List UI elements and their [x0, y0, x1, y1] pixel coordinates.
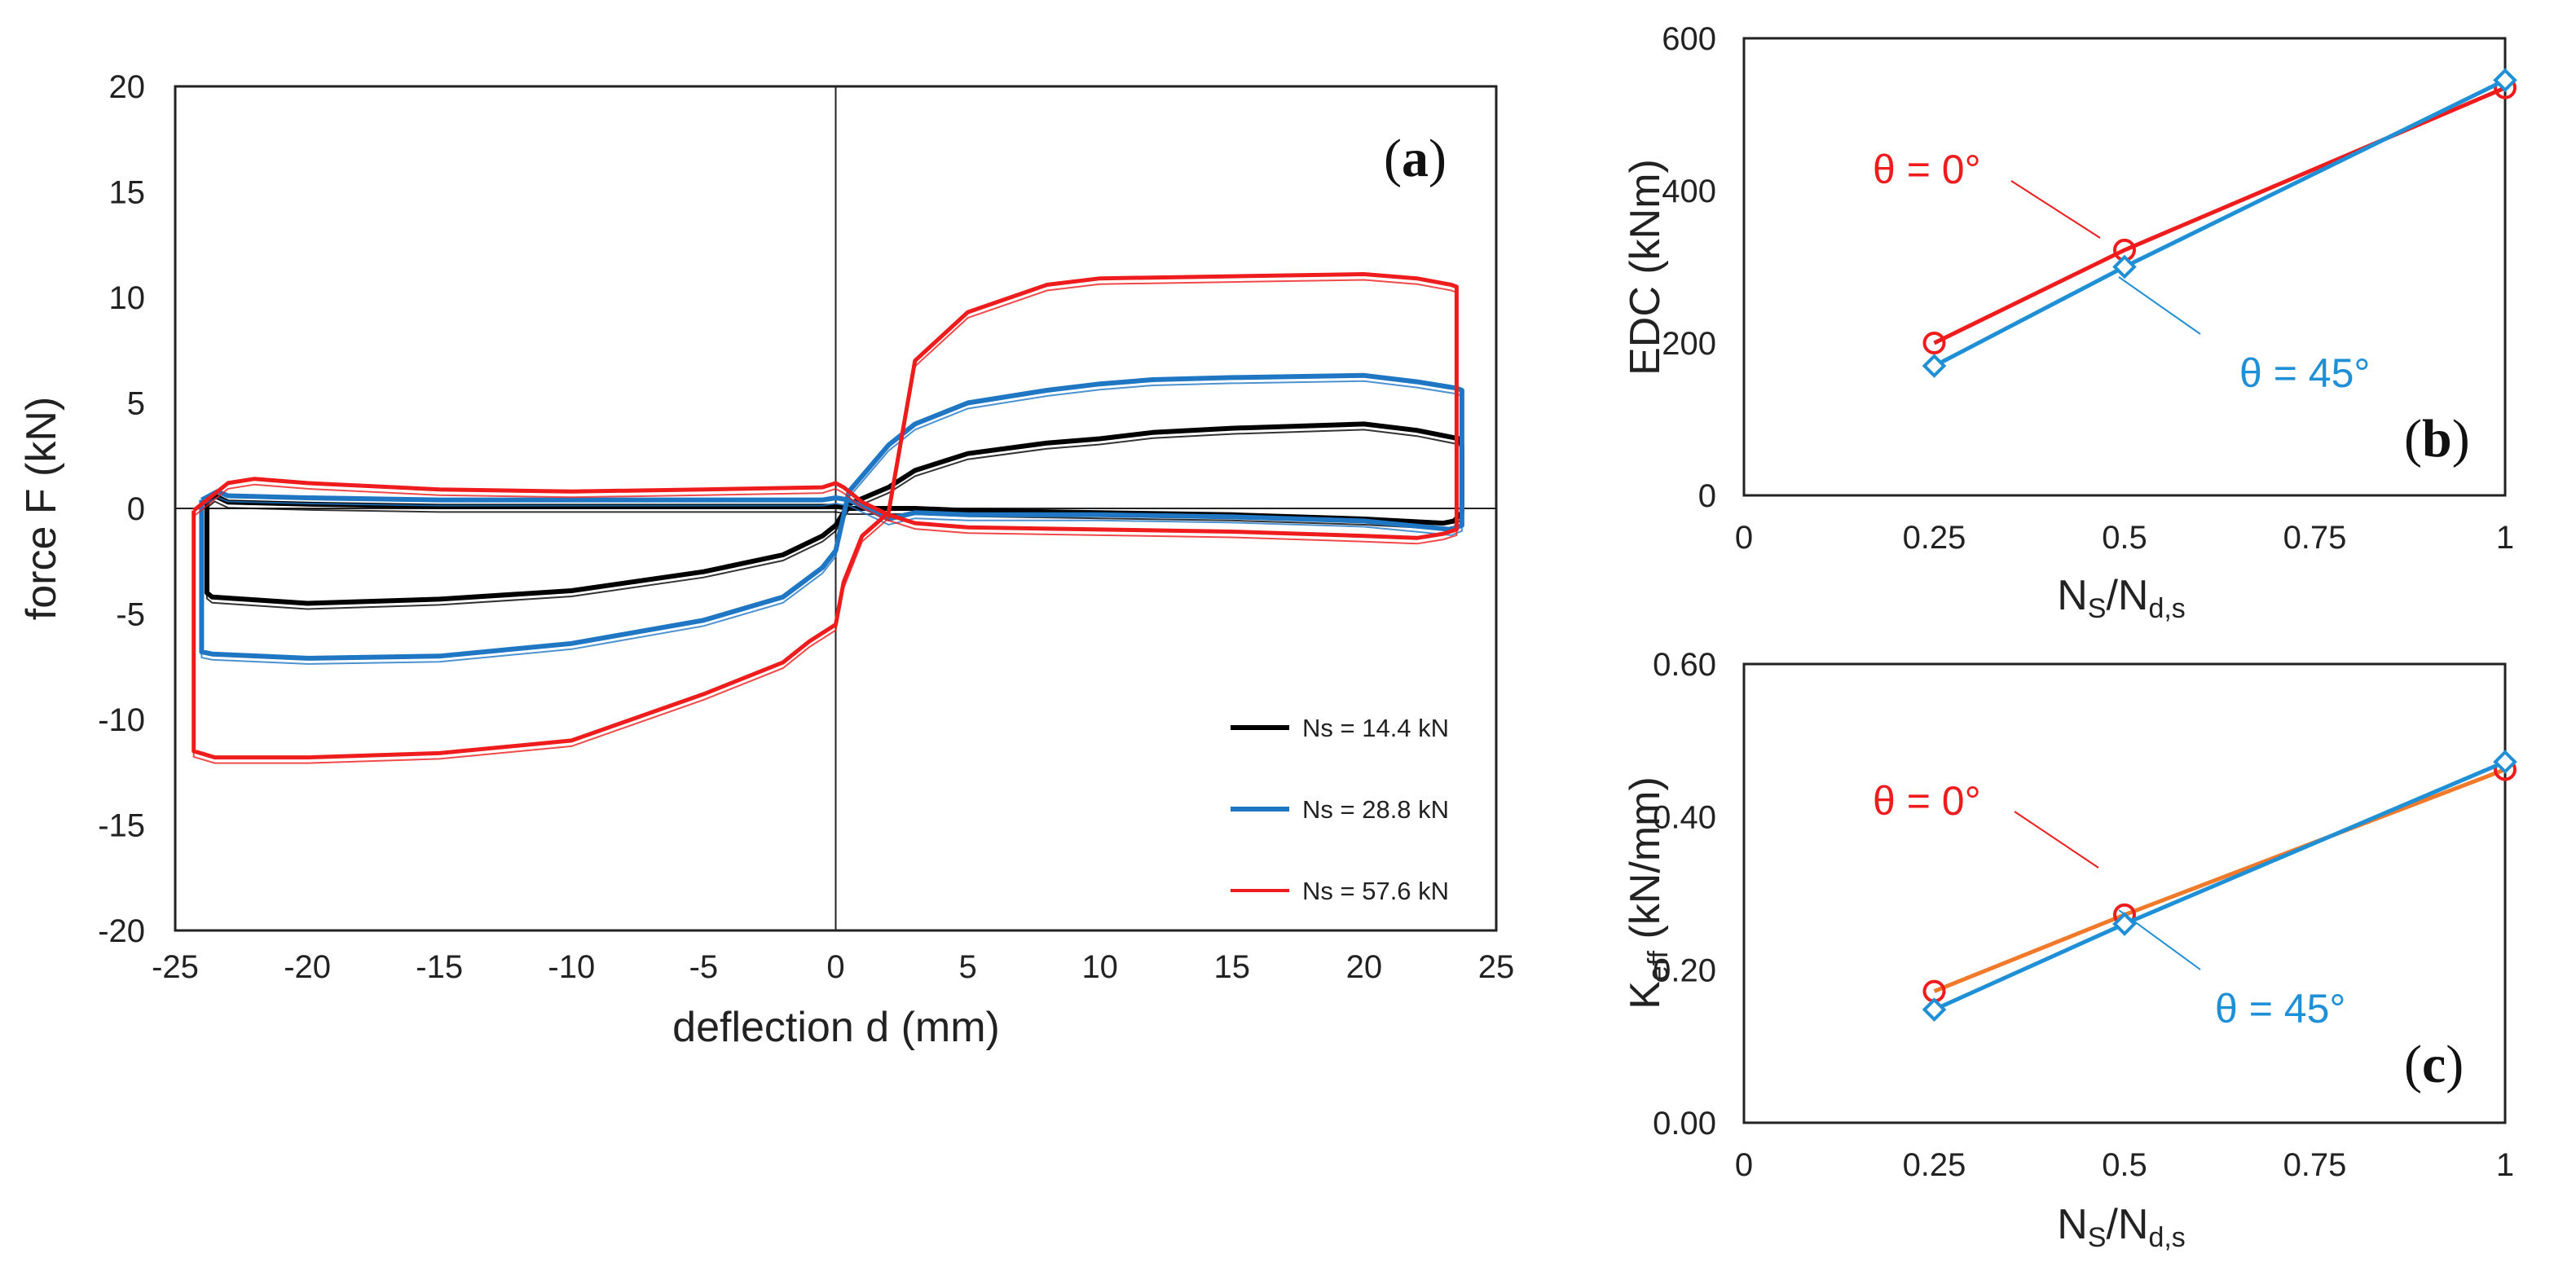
panel-a-x-tick-label: 25 [1478, 949, 1515, 985]
panel-b-x-tick-label: 0 [1735, 520, 1753, 556]
panel-a-hysteresis-chart: -25 -20 -15 -10 -5 0 5 10 15 20 25 20151050-5-10-1… [18, 69, 1514, 1051]
panel-a-y-tick-label: 0 [127, 491, 145, 527]
panel-c-series-line-0 [1933, 768, 2506, 993]
panel-c-y-axis-label: Keff (kN/mm) [1622, 776, 1674, 1009]
panel-c-keff-chart: 0 0.25 0.5 0.75 1 0.60 0.40 0.20 0.00 Keff (kN/… [1622, 647, 2517, 1253]
panel-c-annotation-leader-theta0 [2014, 811, 2099, 869]
panel-a-x-tick-label: -15 [416, 949, 463, 985]
panel-a-y-tick-label: -20 [98, 913, 145, 949]
panel-c-annotation-leader-theta45 [2118, 909, 2201, 970]
panel-a-x-tick-label: -25 [152, 949, 199, 985]
panel-a-x-tick-label: 15 [1214, 949, 1251, 985]
panel-a-x-tick-labels: -25 -20 -15 -10 -5 0 5 10 15 20 25 [152, 949, 1514, 985]
panel-a-label: (a) [1384, 129, 1447, 188]
panel-a-legend: Ns = 14.4 kN Ns = 28.8 kN Ns = 57.6 kN [1231, 714, 1449, 905]
panel-c-series-line-1 [1933, 759, 2506, 1012]
panel-c-y-tick-label: 0.40 [1653, 800, 1716, 836]
panel-a-series-line-1 [199, 372, 1464, 661]
panel-c-point-diamond [2112, 912, 2137, 936]
panel-c-annotation-theta0: θ = 0° [1873, 778, 1981, 824]
panel-c-y-tick-label: 0.60 [1653, 647, 1716, 683]
panel-a-series-cycle-0 [205, 429, 1463, 610]
panel-b-point-diamond [2112, 254, 2137, 279]
legend-label-ns-28: Ns = 28.8 kN [1302, 795, 1449, 824]
panel-b-label: (b) [2404, 409, 2470, 468]
legend-label-ns-14: Ns = 14.4 kN [1302, 714, 1449, 742]
panel-c-point-diamond [2493, 750, 2517, 774]
panel-b-x-tick-labels: 0 0.25 0.5 0.75 1 [1735, 520, 2514, 556]
panel-a-x-tick-label: 10 [1081, 949, 1118, 985]
panel-b-series-group [1922, 68, 2517, 378]
panel-a-y-tick-label: 5 [127, 386, 145, 422]
panel-c-x-tick-label: 0.75 [2283, 1147, 2347, 1183]
panel-a-y-tick-label: -10 [98, 702, 145, 738]
panel-a-x-tick-label: 20 [1346, 949, 1383, 985]
panel-c-annotation-theta45: θ = 45° [2215, 986, 2345, 1031]
panel-c-label: (c) [2404, 1035, 2464, 1094]
panel-a-y-tick-label: -15 [98, 808, 145, 844]
panel-c-x-axis-label: NS/Nd,s [2057, 1201, 2186, 1253]
panel-b-frame [1742, 37, 2507, 497]
panel-b-y-tick-label: 200 [1662, 326, 1716, 362]
panel-a-x-tick-label: -5 [689, 949, 719, 985]
panel-a-y-tick-label: 10 [109, 280, 146, 316]
panel-a-series-line-2 [192, 272, 1459, 760]
panel-c-y-tick-label: 0.20 [1653, 952, 1716, 988]
panel-b-y-tick-label: 400 [1662, 174, 1716, 209]
panel-b-annotation-leader-theta45 [2118, 276, 2201, 335]
panel-c-frame [1742, 662, 2507, 1124]
panel-b-annotation-leader-theta0 [2010, 180, 2101, 239]
panel-a-y-tick-label: 20 [109, 69, 146, 105]
panel-b-y-tick-label: 0 [1698, 478, 1716, 514]
panel-a-x-tick-label: -10 [548, 949, 595, 985]
legend-label-ns-57: Ns = 57.6 kN [1302, 877, 1449, 905]
panel-a-y-tick-label: 15 [109, 175, 146, 211]
panel-b-point-diamond [1922, 354, 1947, 378]
panel-a-series-line-0 [204, 421, 1464, 606]
panel-b-x-tick-label: 0.25 [1903, 520, 1966, 556]
panel-b-point-circle [1922, 332, 1946, 354]
panel-c-y-tick-labels: 0.60 0.40 0.20 0.00 [1653, 647, 1716, 1141]
panel-a-x-axis-label: deflection d (mm) [672, 1004, 1000, 1051]
panel-c-x-tick-labels: 0 0.25 0.5 0.75 1 [1735, 1147, 2514, 1183]
panel-b-edc-chart: 0 0.25 0.5 0.75 1 600 400 200 0 EDC (kNm) NS/Nd… [1622, 21, 2517, 624]
panel-c-x-tick-label: 0.5 [2102, 1147, 2147, 1183]
panel-b-y-tick-label: 600 [1662, 21, 1716, 57]
panel-a-y-tick-label: -5 [116, 597, 145, 633]
panel-b-x-axis-label: NS/Nd,s [2057, 572, 2186, 624]
panel-a-y-tick-labels: 20 15 10 5 0 -5 -10 -15 -20 [98, 69, 145, 949]
panel-b-x-tick-label: 1 [2496, 520, 2514, 556]
panel-c-point-diamond [1922, 997, 1947, 1022]
panel-b-annotation-theta0: θ = 0° [1873, 147, 1981, 192]
panel-b-y-axis-label: EDC (kNm) [1622, 159, 1669, 376]
panel-b-y-tick-labels: 600 400 200 0 [1662, 21, 1716, 514]
panel-b-x-tick-label: 0.5 [2102, 520, 2147, 556]
panel-c-x-tick-label: 0 [1735, 1147, 1753, 1183]
panel-c-x-tick-label: 1 [2496, 1147, 2514, 1183]
panel-c-series-group [1922, 750, 2517, 1022]
panel-b-x-tick-label: 0.75 [2283, 520, 2347, 556]
panel-a-x-tick-label: -20 [284, 949, 331, 985]
panel-a-x-tick-label: 5 [958, 949, 976, 985]
panel-b-series-line-0 [1933, 86, 2506, 345]
panel-a-y-axis-label: force F (kN) [18, 397, 65, 620]
panel-a-series-cycle-2 [192, 279, 1458, 764]
panel-c-y-tick-label: 0.00 [1653, 1106, 1716, 1141]
panel-b-point-diamond [2493, 68, 2517, 93]
panel-a-series-group [192, 272, 1464, 764]
panel-c-x-tick-label: 0.25 [1903, 1147, 1966, 1183]
panel-a-x-tick-label: 0 [826, 949, 844, 985]
panel-b-series-line-1 [1933, 78, 2507, 368]
panel-b-annotation-theta45: θ = 45° [2239, 350, 2370, 396]
